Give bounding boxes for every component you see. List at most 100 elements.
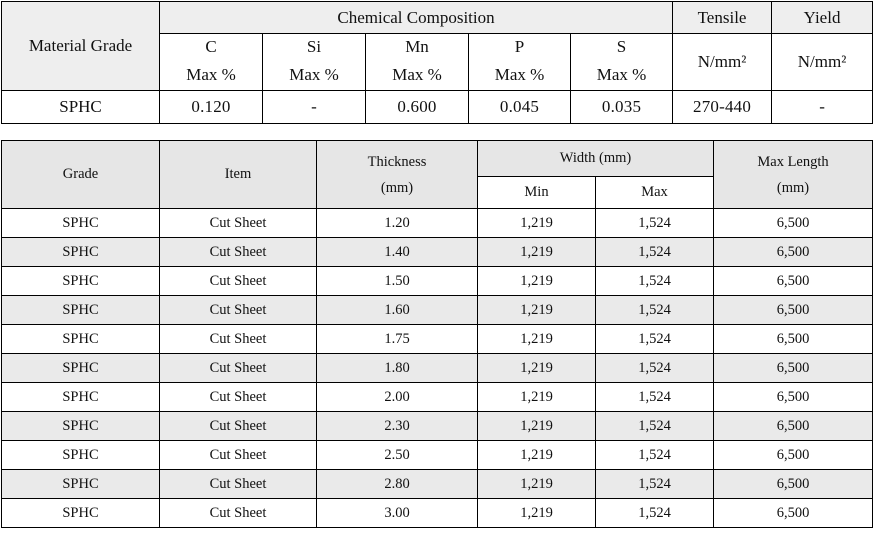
thickness-cell: 2.30 (316, 411, 478, 441)
width-max-cell: 1,524 (594, 382, 715, 412)
max-length-cell: 6,500 (713, 469, 873, 499)
item-cell: Cut Sheet (159, 411, 317, 441)
table-row: SPHC Cut Sheet 1.50 1,219 1,524 6,500 (1, 266, 873, 296)
width-min-cell: 1,219 (477, 440, 596, 470)
max-length-cell: 6,500 (713, 295, 873, 325)
element-unit-c: Max % (159, 60, 263, 91)
table-row: SPHC Cut Sheet 1.40 1,219 1,524 6,500 (1, 237, 873, 267)
max-length-cell: 6,500 (713, 498, 873, 528)
p-value: 0.045 (468, 90, 571, 124)
width-min-header: Min (477, 176, 596, 209)
element-symbol-mn: Mn (365, 33, 469, 60)
element-unit-mn: Max % (365, 60, 469, 91)
thickness-cell: 3.00 (316, 498, 478, 528)
max-length-label: Max Length (757, 153, 829, 170)
element-symbol-c: C (159, 33, 263, 60)
width-min-cell: 1,219 (477, 382, 596, 412)
max-length-cell: 6,500 (713, 324, 873, 354)
grade-cell: SPHC (1, 237, 160, 267)
yield-unit: N/mm² (771, 33, 873, 91)
grade-cell: SPHC (1, 469, 160, 499)
grade-cell: SPHC (1, 324, 160, 354)
table-row: SPHC Cut Sheet 3.00 1,219 1,524 6,500 (1, 498, 873, 528)
width-header: Width (mm) (476, 140, 715, 177)
element-unit-p: Max % (468, 60, 571, 91)
grade-cell: SPHC (1, 266, 160, 296)
width-max-cell: 1,524 (594, 498, 715, 528)
width-max-cell: 1,524 (594, 324, 715, 354)
item-header: Item (159, 140, 317, 209)
max-length-cell: 6,500 (713, 208, 873, 238)
table-row: SPHC Cut Sheet 2.00 1,219 1,524 6,500 (1, 382, 873, 412)
width-min-cell: 1,219 (477, 469, 596, 499)
grade-cell: SPHC (1, 208, 160, 238)
element-unit-s: Max % (569, 60, 674, 91)
item-cell: Cut Sheet (159, 382, 317, 412)
grade-cell: SPHC (1, 440, 160, 470)
thickness-cell: 1.75 (316, 324, 478, 354)
table-row: SPHC Cut Sheet 2.80 1,219 1,524 6,500 (1, 469, 873, 499)
table-row: SPHC Cut Sheet 2.50 1,219 1,524 6,500 (1, 440, 873, 470)
max-length-cell: 6,500 (713, 382, 873, 412)
thickness-cell: 2.50 (316, 440, 478, 470)
grade-header: Grade (1, 140, 160, 209)
width-max-cell: 1,524 (594, 266, 715, 296)
grade-cell: SPHC (1, 382, 160, 412)
max-length-cell: 6,500 (713, 237, 873, 267)
thickness-cell: 1.80 (316, 353, 478, 383)
element-symbol-p: P (468, 33, 571, 60)
item-cell: Cut Sheet (159, 295, 317, 325)
max-length-header: Max Length (mm) (713, 140, 873, 209)
tensile-value: 270-440 (672, 90, 773, 124)
width-max-cell: 1,524 (594, 469, 715, 499)
item-cell: Cut Sheet (159, 324, 317, 354)
table-row: SPHC Cut Sheet 1.80 1,219 1,524 6,500 (1, 353, 873, 383)
width-min-cell: 1,219 (477, 411, 596, 441)
chemical-data-row: SPHC 0.120 - 0.600 0.045 0.035 270-440 - (1, 90, 873, 124)
width-min-cell: 1,219 (477, 266, 596, 296)
item-cell: Cut Sheet (159, 266, 317, 296)
thickness-cell: 1.20 (316, 208, 478, 238)
si-value: - (262, 90, 366, 124)
table-row: SPHC Cut Sheet 1.60 1,219 1,524 6,500 (1, 295, 873, 325)
thickness-unit: (mm) (380, 179, 414, 196)
max-length-cell: 6,500 (713, 411, 873, 441)
width-max-cell: 1,524 (594, 353, 715, 383)
width-max-cell: 1,524 (594, 237, 715, 267)
item-cell: Cut Sheet (159, 498, 317, 528)
c-value: 0.120 (159, 90, 263, 124)
yield-value: - (771, 90, 873, 124)
width-min-cell: 1,219 (477, 295, 596, 325)
tensile-header: Tensile (672, 1, 773, 34)
width-min-cell: 1,219 (477, 498, 596, 528)
width-min-cell: 1,219 (477, 208, 596, 238)
thickness-cell: 1.40 (316, 237, 478, 267)
max-length-cell: 6,500 (713, 266, 873, 296)
chemical-composition-header: Chemical Composition (158, 1, 674, 34)
grade-cell: SPHC (1, 295, 160, 325)
thickness-cell: 2.00 (316, 382, 478, 412)
width-max-cell: 1,524 (594, 208, 715, 238)
item-cell: Cut Sheet (159, 237, 317, 267)
width-max-cell: 1,524 (594, 295, 715, 325)
yield-header: Yield (771, 1, 873, 34)
table-row: SPHC Cut Sheet 2.30 1,219 1,524 6,500 (1, 411, 873, 441)
thickness-cell: 1.50 (316, 266, 478, 296)
thickness-header: Thickness (mm) (316, 140, 478, 209)
element-symbol-si: Si (262, 33, 366, 60)
table-row: SPHC Cut Sheet 1.20 1,219 1,524 6,500 (1, 208, 873, 238)
s-value: 0.035 (569, 90, 674, 124)
element-unit-si: Max % (262, 60, 366, 91)
max-length-cell: 6,500 (713, 440, 873, 470)
thickness-cell: 2.80 (316, 469, 478, 499)
width-max-cell: 1,524 (594, 440, 715, 470)
grade-cell: SPHC (1, 498, 160, 528)
width-min-cell: 1,219 (477, 237, 596, 267)
item-cell: Cut Sheet (159, 208, 317, 238)
thickness-label: Thickness (367, 153, 427, 170)
dimension-table-body: SPHC Cut Sheet 1.20 1,219 1,524 6,500 SPHC Cut … (1, 208, 873, 528)
dimension-table: Grade Item Thickness (mm) Width (mm) Max… (1, 140, 873, 528)
grade-cell: SPHC (1, 90, 160, 124)
grade-cell: SPHC (1, 353, 160, 383)
table-row: SPHC Cut Sheet 1.75 1,219 1,524 6,500 (1, 324, 873, 354)
